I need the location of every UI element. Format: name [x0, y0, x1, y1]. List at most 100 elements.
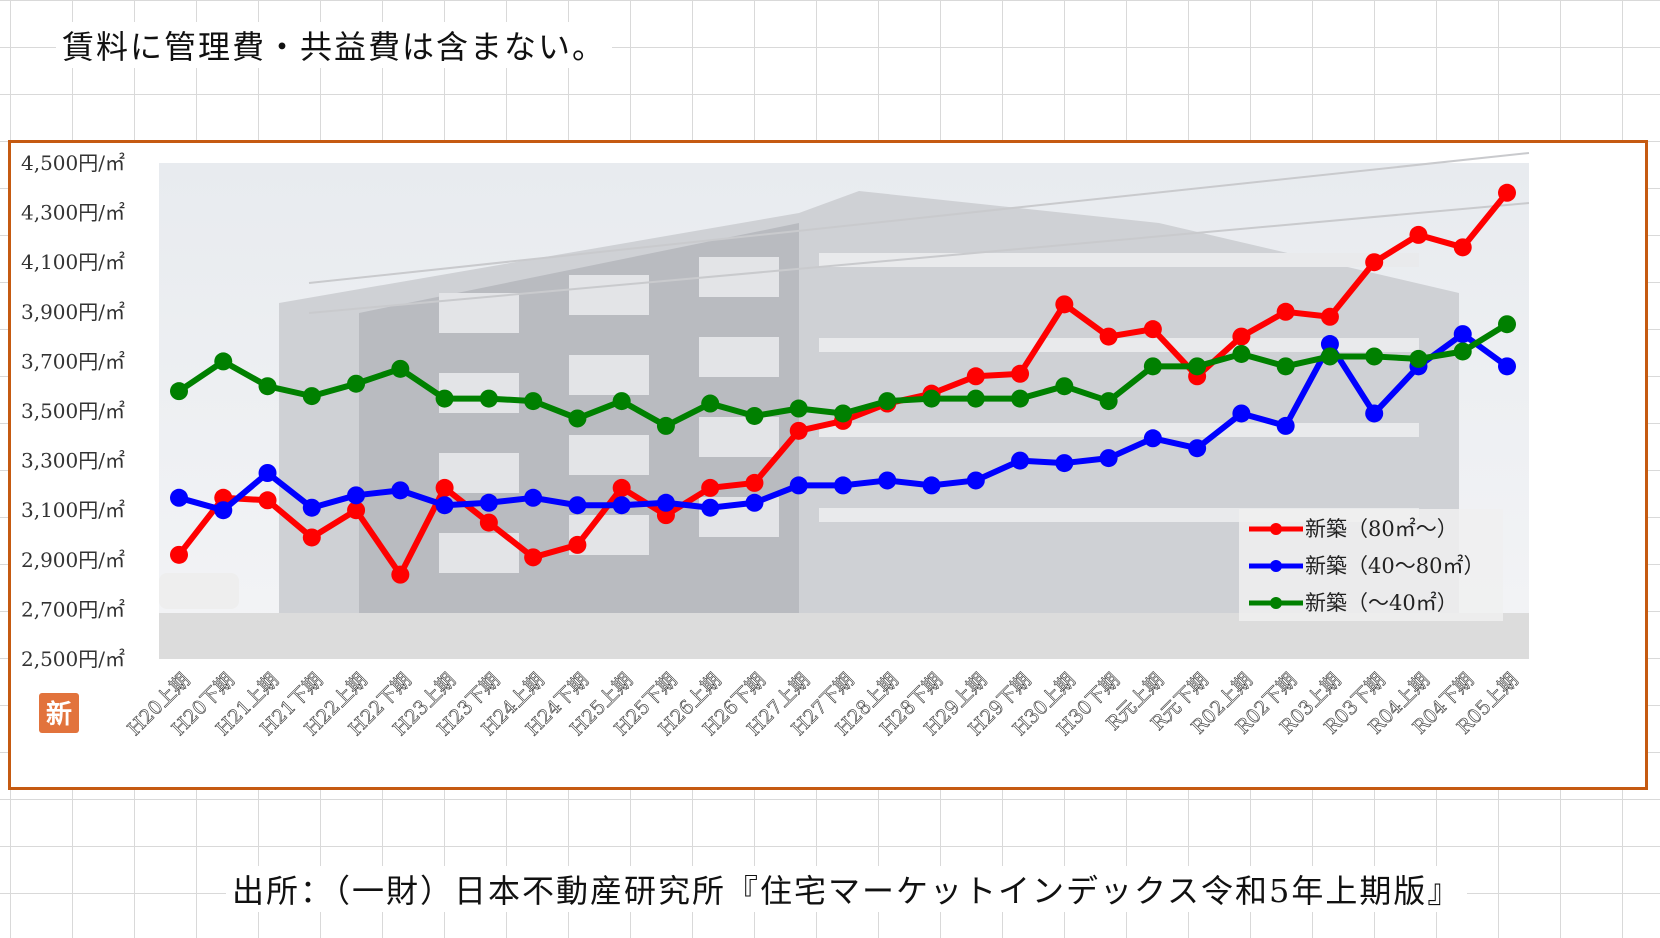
x-axis: H20上期H20下期H21上期H21下期H22上期H22下期H23上期H23下期…: [123, 669, 1523, 741]
data-point: [302, 528, 321, 547]
data-point: [1055, 454, 1074, 473]
data-point: [878, 471, 897, 490]
y-tick-label: 4,100円/㎡: [21, 250, 125, 274]
chart-frame: 2,500円/㎡ 2,700円/㎡ 2,900円/㎡ 3,100円/㎡ 3,300円/㎡…: [8, 140, 1648, 790]
data-point: [347, 374, 366, 393]
data-point: [1188, 357, 1207, 376]
data-point: [1498, 315, 1516, 334]
data-point: [922, 476, 941, 495]
data-point: [1099, 392, 1118, 411]
data-point: [701, 478, 720, 497]
legend-item: 新築（～40㎡）: [1249, 591, 1458, 615]
data-point: [435, 478, 454, 497]
data-point: [391, 481, 410, 500]
note-top: 賃料に管理費・共益費は含まない。: [56, 22, 613, 68]
data-point: [701, 394, 720, 413]
legend-marker: [1270, 560, 1282, 572]
legend-label: 新築（40～80㎡）: [1305, 554, 1484, 578]
series-layer: [170, 183, 1516, 584]
data-point: [524, 548, 543, 567]
data-point: [1055, 295, 1074, 314]
data-point: [789, 421, 808, 440]
data-point: [834, 404, 852, 423]
data-point: [170, 488, 188, 507]
data-point: [258, 464, 277, 482]
data-point: [524, 392, 543, 411]
data-point: [1453, 342, 1472, 361]
legend-item: 新築（80㎡～）: [1249, 517, 1458, 541]
y-tick-label: 3,500円/㎡: [21, 399, 125, 423]
data-point: [1099, 327, 1118, 346]
data-point: [258, 491, 277, 510]
y-tick-label: 4,300円/㎡: [21, 201, 125, 225]
data-point: [1498, 183, 1516, 202]
data-point: [1365, 347, 1384, 366]
data-point: [479, 493, 498, 512]
data-point: [1409, 225, 1428, 244]
data-point: [435, 389, 454, 408]
data-point: [1188, 439, 1207, 458]
data-point: [302, 498, 321, 517]
data-point: [1453, 325, 1472, 344]
data-point: [1409, 349, 1428, 368]
data-point: [1143, 320, 1162, 339]
data-point: [568, 409, 587, 428]
data-point: [922, 389, 941, 408]
y-tick-label: 2,500円/㎡: [21, 647, 125, 671]
legend-label: 新築（80㎡～）: [1305, 517, 1458, 541]
data-point: [258, 377, 277, 396]
data-point: [966, 367, 985, 386]
legend-label: 新築（～40㎡）: [1305, 591, 1458, 615]
y-tick-label: 4,500円/㎡: [21, 151, 125, 175]
data-point: [745, 473, 764, 492]
data-point: [1232, 404, 1251, 423]
data-point: [1143, 357, 1162, 376]
data-point: [214, 501, 233, 520]
data-point: [347, 486, 366, 505]
data-point: [1011, 389, 1030, 408]
data-point: [612, 478, 631, 497]
data-point: [1498, 357, 1516, 376]
data-point: [479, 389, 498, 408]
data-point: [302, 387, 321, 406]
data-point: [789, 476, 808, 495]
new-badge-icon: 新: [39, 693, 79, 733]
series-3: [170, 315, 1516, 435]
y-tick-label: 3,900円/㎡: [21, 300, 125, 324]
legend: 新築（80㎡～） 新築（40～80㎡） 新築（～40㎡）: [1239, 509, 1503, 621]
data-point: [568, 535, 587, 554]
data-point: [1320, 335, 1339, 354]
data-point: [1055, 377, 1074, 396]
legend-marker: [1270, 523, 1282, 535]
svg-text:新: 新: [46, 699, 72, 730]
data-point: [1276, 357, 1295, 376]
data-point: [878, 392, 897, 411]
data-point: [1143, 429, 1162, 448]
data-point: [1365, 404, 1384, 423]
y-tick-label: 2,900円/㎡: [21, 548, 125, 572]
legend-marker: [1270, 597, 1282, 609]
data-point: [1320, 307, 1339, 326]
data-point: [479, 513, 498, 532]
y-tick-label: 2,700円/㎡: [21, 597, 125, 621]
series-2: [170, 325, 1516, 520]
data-point: [656, 416, 675, 435]
data-point: [391, 359, 410, 378]
data-point: [214, 488, 233, 507]
data-point: [1276, 302, 1295, 321]
data-point: [1276, 416, 1295, 435]
y-tick-label: 3,700円/㎡: [21, 349, 125, 373]
data-point: [1011, 451, 1030, 470]
y-axis: 2,500円/㎡ 2,700円/㎡ 2,900円/㎡ 3,100円/㎡ 3,300円/㎡…: [21, 151, 125, 671]
data-point: [789, 399, 808, 418]
note-source: 出所：（一財）日本不動産研究所『住宅マーケットインデックス令和5年上期版』: [226, 866, 1468, 912]
data-point: [656, 493, 675, 512]
data-point: [391, 565, 410, 584]
data-point: [612, 496, 631, 515]
data-point: [656, 506, 675, 525]
data-point: [568, 496, 587, 515]
data-point: [745, 493, 764, 512]
data-point: [524, 488, 543, 507]
data-point: [435, 496, 454, 515]
data-point: [214, 352, 233, 371]
